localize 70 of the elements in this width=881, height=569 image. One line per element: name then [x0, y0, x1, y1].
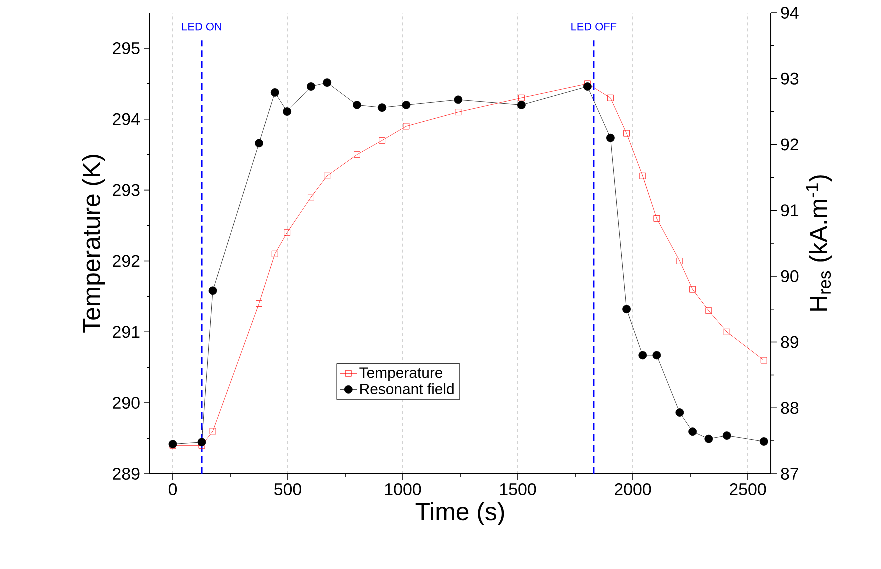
point — [606, 134, 615, 142]
y-tick-label: 294 — [113, 113, 140, 126]
point — [676, 408, 684, 417]
point — [518, 101, 526, 110]
ref-line-label: LED OFF — [572, 22, 617, 31]
point — [255, 139, 264, 148]
point — [724, 328, 730, 336]
ref-line-label: LED ON — [182, 22, 222, 31]
x-tick-label: 1000 — [385, 483, 422, 496]
y-tick-label: 290 — [113, 397, 140, 410]
y-tick-label: 292 — [113, 255, 140, 268]
y-tick-label: 289 — [113, 468, 140, 480]
point — [722, 432, 732, 440]
point — [402, 101, 411, 110]
point — [654, 215, 660, 222]
point — [378, 104, 386, 112]
y2-axis-title: H$_{res}$ (kA.m$^{-1}$) — [806, 176, 832, 311]
point — [638, 351, 648, 360]
y-tick-label: 291 — [113, 326, 140, 338]
point — [688, 428, 697, 436]
point — [198, 438, 206, 447]
legend-label: Temperature — [360, 368, 443, 382]
y2-tick-label: 91 — [781, 204, 799, 217]
point — [283, 108, 292, 116]
point — [760, 357, 768, 364]
x-axis-title: Time (s) — [416, 502, 504, 526]
point — [324, 172, 331, 180]
point — [353, 101, 362, 110]
point — [652, 351, 662, 360]
y2-tick-label: 94 — [781, 7, 799, 20]
point — [323, 78, 332, 87]
point — [706, 308, 712, 314]
y2-tick-label: 87 — [781, 468, 798, 480]
point — [608, 94, 614, 102]
point — [270, 88, 280, 97]
x-tick-label: 2500 — [730, 483, 766, 496]
y-tick-label: 295 — [113, 42, 140, 54]
point — [760, 438, 768, 446]
point — [624, 130, 630, 137]
x-tick-label: 2000 — [615, 483, 652, 496]
y2-tick-label: 89 — [781, 336, 799, 348]
point — [379, 137, 386, 144]
x-tick-label: 0 — [168, 483, 178, 496]
point — [676, 258, 684, 264]
point — [622, 305, 631, 314]
point — [640, 172, 646, 180]
point — [307, 82, 316, 91]
point — [454, 96, 463, 104]
x-tick-label: 1500 — [500, 483, 536, 496]
y2-tick-label: 92 — [781, 138, 798, 151]
legend-label: Resonant field — [360, 384, 454, 394]
point — [584, 82, 592, 91]
point — [690, 286, 696, 293]
point — [208, 286, 218, 296]
point — [403, 123, 410, 130]
point — [272, 250, 278, 258]
x-tick-label: 500 — [274, 483, 302, 496]
y2-tick-label: 93 — [781, 72, 799, 85]
point — [284, 230, 290, 236]
y2-tick-label: 90 — [781, 270, 799, 282]
point — [518, 94, 525, 102]
y-tick-label: 293 — [113, 184, 140, 196]
point — [308, 194, 314, 201]
point — [256, 300, 262, 307]
y-axis-title: Temperature (K) — [82, 155, 106, 333]
point — [704, 434, 714, 444]
point — [354, 152, 360, 158]
point — [455, 109, 462, 116]
point — [210, 428, 216, 435]
y2-tick-label: 88 — [781, 402, 799, 414]
